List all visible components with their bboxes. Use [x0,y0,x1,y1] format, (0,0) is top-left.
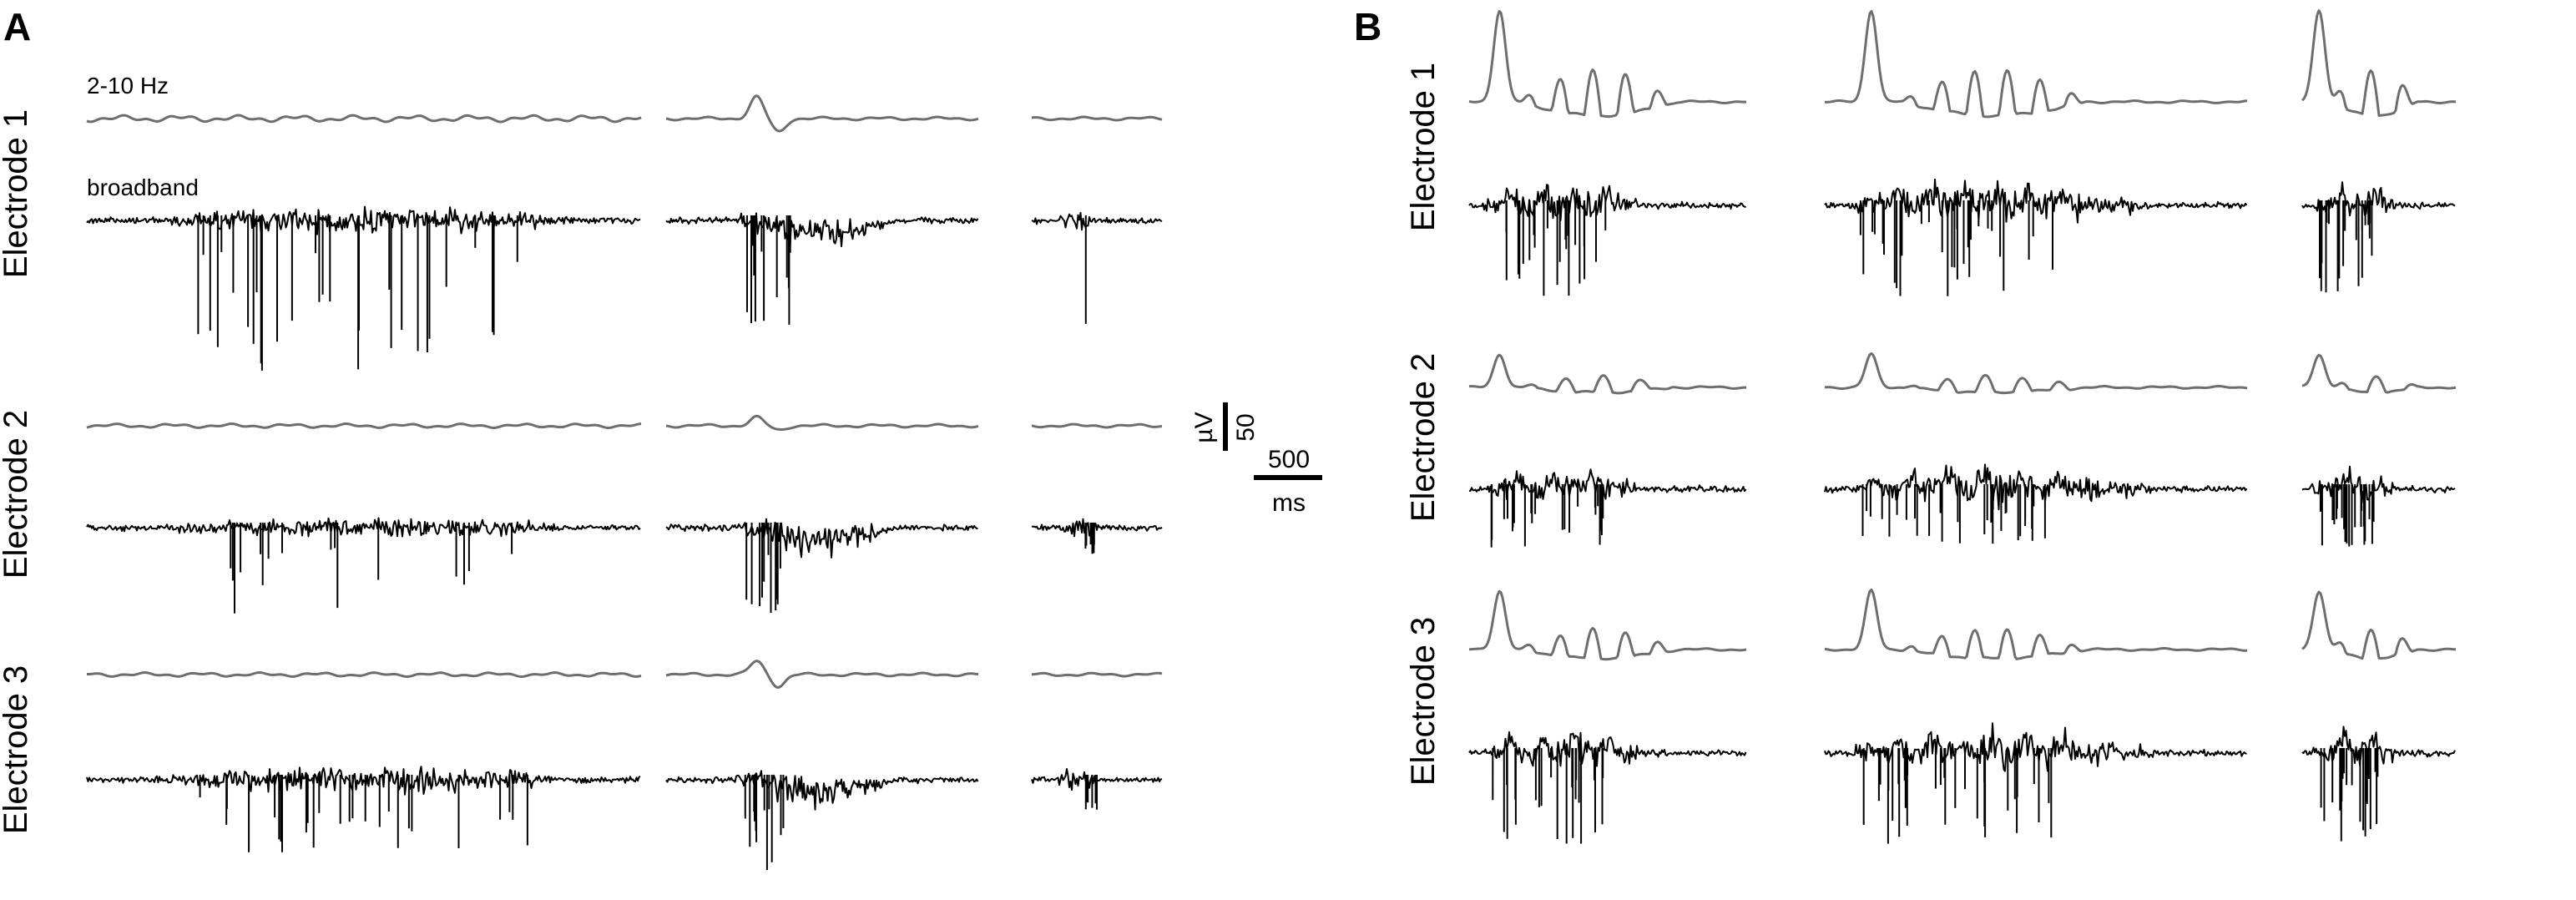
panel-a-electrode-2-label: Electrode 2 [0,410,34,579]
spike-marks [1862,748,2053,844]
panel-b-letter: B [1354,5,1381,48]
time-scale-value: 500 [1268,446,1310,473]
spike-marks [1084,775,1098,810]
filtered-trace [1825,10,2248,119]
time-scale-unit: ms [1272,489,1306,517]
filtered-trace [1031,115,1163,122]
broadband-trace [665,770,979,811]
panel-a-letter: A [3,5,31,48]
spike-marks [1859,200,2053,296]
spike-marks [1084,523,1095,554]
filtered-trace [86,114,642,124]
broadband-trace [86,766,641,796]
filtered-trace [2301,9,2457,117]
panel-b-electrode-3-label: Electrode 3 [1405,617,1442,786]
filtered-trace [87,671,642,678]
broadband-trace [2301,726,2456,766]
filtered-trace [1468,9,1746,119]
broadband-trace [665,212,979,249]
broadband-label: broadband [87,174,199,200]
filtered-trace [665,414,979,431]
broadband-trace [1824,722,2247,772]
filtered-band-label: 2-10 Hz [87,73,169,99]
filtered-trace [1824,588,2247,660]
filtered-trace [1469,589,1747,661]
broadband-trace [2301,181,2456,217]
spike-marks [746,215,791,325]
broadband-trace [1468,184,1747,222]
broadband-trace [1031,518,1163,538]
spike-marks [230,523,513,614]
broadband-trace [1468,731,1747,767]
scale-bar: µV 50 500 ms [1190,402,1322,517]
spike-marks [1492,748,1604,844]
spike-marks [2319,200,2373,293]
filtered-trace [2301,353,2457,394]
panel-a-electrode-3-label: Electrode 3 [0,665,34,834]
spike-marks [1490,484,1604,548]
recording-traces [86,9,2457,871]
panel-b-electrode-1-label: Electrode 1 [1405,63,1442,231]
spike-marks [1861,484,2046,544]
spike-marks [2320,748,2379,842]
broadband-trace [1824,178,2248,224]
filtered-trace [1032,671,1163,678]
broadband-trace [1031,211,1163,231]
filtered-trace [1031,422,1163,429]
broadband-trace [1468,468,1747,501]
broadband-trace [1824,463,2248,511]
filtered-trace [1824,351,2248,395]
broadband-trace [2301,465,2456,503]
broadband-trace [86,517,641,538]
panel-a-electrode-1-label: Electrode 1 [0,109,34,278]
broadband-trace [86,205,641,235]
broadband-trace [665,518,978,559]
spike-marks [744,775,785,871]
spike-marks [2319,484,2375,547]
voltage-scale-value: 50 [1232,413,1260,441]
filtered-trace [1468,353,1747,395]
filtered-trace [665,660,979,689]
filtered-trace [2301,590,2456,660]
voltage-scale-unit: µV [1190,412,1218,442]
spike-marks [197,215,518,371]
spike-marks [745,523,781,613]
spike-marks [199,775,528,852]
panel-b-electrode-2-label: Electrode 2 [1405,353,1442,522]
spike-marks [1505,200,1607,296]
filtered-trace [665,94,979,133]
filtered-trace [86,422,642,429]
